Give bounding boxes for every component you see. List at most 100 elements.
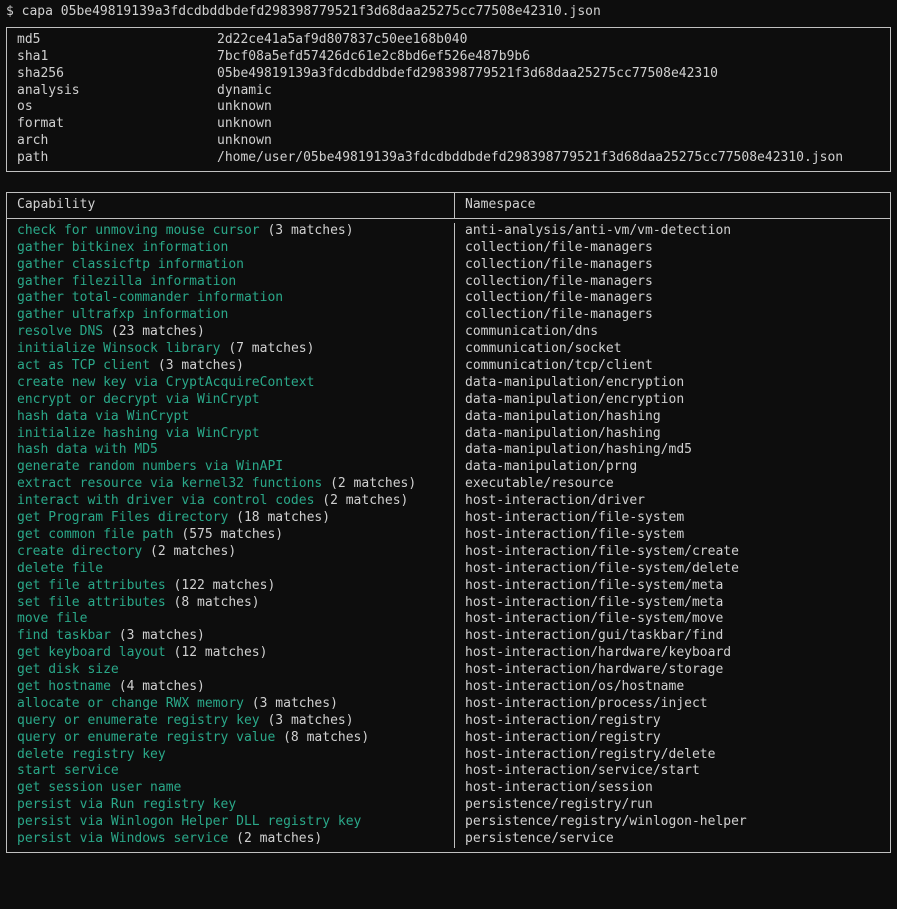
capability-row: move filehost-interaction/file-system/mo… <box>7 611 890 628</box>
namespace-cell: host-interaction/file-system <box>455 510 890 527</box>
capability-name: persist via Run registry key <box>17 797 236 812</box>
namespace-cell: host-interaction/process/inject <box>455 696 890 713</box>
capability-cell: query or enumerate registry key (3 match… <box>7 713 455 730</box>
namespace-cell: data-manipulation/hashing <box>455 426 890 443</box>
header-namespace: Namespace <box>455 193 890 218</box>
namespace-cell: data-manipulation/prng <box>455 459 890 476</box>
capability-cell: gather bitkinex information <box>7 240 455 257</box>
capability-name: encrypt or decrypt via WinCrypt <box>17 392 260 407</box>
capability-cell: initialize hashing via WinCrypt <box>7 426 455 443</box>
capability-matches: (12 matches) <box>166 645 268 660</box>
capability-name: allocate or change RWX memory <box>17 696 244 711</box>
shell-prompt: $ <box>6 4 14 19</box>
capability-cell: hash data with MD5 <box>7 442 455 459</box>
namespace-cell: host-interaction/file-system/move <box>455 611 890 628</box>
capability-matches: (122 matches) <box>166 578 276 593</box>
capability-name: create new key via CryptAcquireContext <box>17 375 314 390</box>
capability-matches: (8 matches) <box>275 730 369 745</box>
capability-matches: (2 matches) <box>142 544 236 559</box>
capability-cell: act as TCP client (3 matches) <box>7 358 455 375</box>
metadata-key: sha256 <box>7 66 207 83</box>
capability-cell: get session user name <box>7 780 455 797</box>
namespace-cell: host-interaction/registry <box>455 730 890 747</box>
capability-name: gather total-commander information <box>17 290 283 305</box>
capability-name: find taskbar <box>17 628 111 643</box>
metadata-value: unknown <box>207 116 890 133</box>
capability-matches: (3 matches) <box>260 713 354 728</box>
capability-cell: create new key via CryptAcquireContext <box>7 375 455 392</box>
metadata-row: sha25605be49819139a3fdcdbddbdefd29839877… <box>7 66 890 83</box>
capability-cell: interact with driver via control codes (… <box>7 493 455 510</box>
capability-row: persist via Run registry key persistence/… <box>7 797 890 814</box>
namespace-cell: communication/dns <box>455 324 890 341</box>
capability-name: get file attributes <box>17 578 166 593</box>
capability-row: hash data with MD5data-manipulation/hash… <box>7 442 890 459</box>
capability-name: get disk size <box>17 662 119 677</box>
capability-name: resolve DNS <box>17 324 103 339</box>
capability-matches: (3 matches) <box>111 628 205 643</box>
capability-name: extract resource via kernel32 functions <box>17 476 322 491</box>
metadata-value: dynamic <box>207 83 890 100</box>
capability-name: delete registry key <box>17 747 166 762</box>
metadata-key: sha1 <box>7 49 207 66</box>
metadata-key: arch <box>7 133 207 150</box>
capability-cell: get file attributes (122 matches) <box>7 578 455 595</box>
capability-cell: gather ultrafxp information <box>7 307 455 324</box>
namespace-cell: host-interaction/file-system/create <box>455 544 890 561</box>
capability-row: start servicehost-interaction/service/st… <box>7 763 890 780</box>
namespace-cell: persistence/registry/run <box>455 797 890 814</box>
capability-row: persist via Winlogon Helper DLL registry… <box>7 814 890 831</box>
metadata-value: /home/user/05be49819139a3fdcdbddbdefd298… <box>207 150 890 167</box>
metadata-row: osunknown <box>7 99 890 116</box>
capability-name: get Program Files directory <box>17 510 228 525</box>
capability-row: initialize hashing via WinCrypt data-mani… <box>7 426 890 443</box>
capability-matches: (18 matches) <box>228 510 330 525</box>
metadata-table: md52d22ce41a5af9d807837c50ee168b040sha17… <box>7 28 890 171</box>
metadata-value: 2d22ce41a5af9d807837c50ee168b040 <box>207 32 890 49</box>
capability-name: check for unmoving mouse cursor <box>17 223 260 238</box>
capability-cell: get keyboard layout (12 matches) <box>7 645 455 662</box>
capability-row: get file attributes (122 matches)host-in… <box>7 578 890 595</box>
capability-name: gather bitkinex information <box>17 240 228 255</box>
capability-row: delete registry keyhost-interaction/regi… <box>7 747 890 764</box>
capability-cell: gather total-commander information <box>7 290 455 307</box>
header-capability: Capability <box>7 193 455 218</box>
namespace-cell: data-manipulation/hashing <box>455 409 890 426</box>
capability-row: generate random numbers via WinAPIdata-m… <box>7 459 890 476</box>
capability-name: act as TCP client <box>17 358 150 373</box>
namespace-cell: collection/file-managers <box>455 307 890 324</box>
metadata-row: path/home/user/05be49819139a3fdcdbddbdef… <box>7 150 890 167</box>
capability-cell: get hostname (4 matches) <box>7 679 455 696</box>
metadata-panel: md52d22ce41a5af9d807837c50ee168b040sha17… <box>6 27 891 172</box>
capability-name: start service <box>17 763 119 778</box>
namespace-cell: host-interaction/session <box>455 780 890 797</box>
metadata-value: unknown <box>207 99 890 116</box>
metadata-key: path <box>7 150 207 167</box>
capability-name: persist via Winlogon Helper DLL registry… <box>17 814 361 829</box>
capability-cell: check for unmoving mouse cursor (3 match… <box>7 223 455 240</box>
capability-name: initialize hashing via WinCrypt <box>17 426 260 441</box>
namespace-cell: host-interaction/file-system/meta <box>455 595 890 612</box>
capability-row: check for unmoving mouse cursor (3 match… <box>7 223 890 240</box>
capability-row: create directory (2 matches)host-interac… <box>7 544 890 561</box>
capability-matches: (23 matches) <box>103 324 205 339</box>
capability-row: get keyboard layout (12 matches)host-int… <box>7 645 890 662</box>
metadata-value: 7bcf08a5efd57426dc61e2c8bd6ef526e487b9b6 <box>207 49 890 66</box>
capability-name: query or enumerate registry key <box>17 713 260 728</box>
namespace-cell: host-interaction/gui/taskbar/find <box>455 628 890 645</box>
metadata-row: analysisdynamic <box>7 83 890 100</box>
command-tool: capa <box>22 4 53 19</box>
capability-row: create new key via CryptAcquireContextda… <box>7 375 890 392</box>
namespace-cell: host-interaction/file-system <box>455 527 890 544</box>
capability-cell: persist via Winlogon Helper DLL registry… <box>7 814 455 831</box>
capability-matches: (2 matches) <box>314 493 408 508</box>
capabilities-body: check for unmoving mouse cursor (3 match… <box>7 219 890 852</box>
capability-name: gather classicftp information <box>17 257 244 272</box>
capability-row: gather total-commander informationcollec… <box>7 290 890 307</box>
capability-cell: gather filezilla information <box>7 274 455 291</box>
capability-row: extract resource via kernel32 functions … <box>7 476 890 493</box>
capability-row: get Program Files directory (18 matches)… <box>7 510 890 527</box>
capability-row: delete filehost-interaction/file-system/… <box>7 561 890 578</box>
capability-row: get hostname (4 matches)host-interaction… <box>7 679 890 696</box>
capability-row: gather filezilla informationcollection/f… <box>7 274 890 291</box>
